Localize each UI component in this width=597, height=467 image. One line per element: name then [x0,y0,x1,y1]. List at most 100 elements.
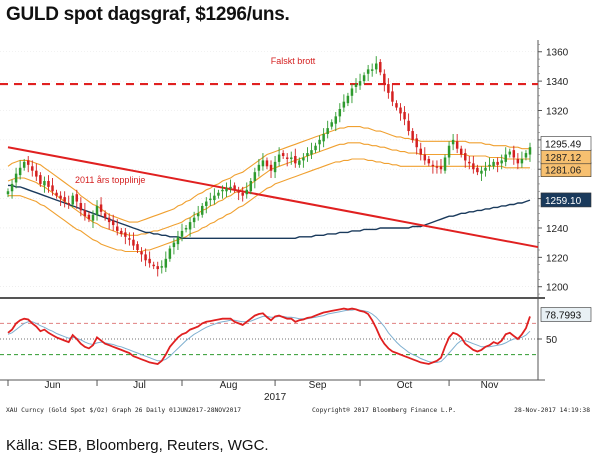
time-axis-ticks: Jun Jul Aug Sep Oct Nov 2017 [7,380,499,403]
candle-body [249,180,253,192]
candle-body [257,164,261,171]
tag-band-upper-text: 1287.12 [545,153,582,164]
candle-body [346,95,350,104]
candle-body [176,236,180,245]
candle-body [213,195,216,201]
candle-body [79,203,83,211]
candle-body [6,191,10,195]
candle-body [269,164,273,171]
candle-body [447,145,451,158]
tag-ma-long-box [540,192,592,208]
trendline-2011 [7,146,539,249]
candle-body [18,167,22,176]
candle-body [322,133,325,142]
candle-body [508,151,512,155]
long-moving-average [8,184,531,240]
candle-body [35,170,38,177]
candle-body [245,189,248,195]
candle-body [419,148,422,155]
candle-body [407,120,410,132]
price-tick-label: 1360 [546,48,569,59]
candle-body [111,220,115,226]
candle-body [140,251,143,255]
time-tick-label: Jul [133,380,146,391]
candle-body [524,153,528,158]
price-tick-label: 1320 [546,106,569,117]
tag-ma-long-text: 1259.10 [545,196,582,207]
candle-body [338,109,342,117]
band-line-mid [7,142,530,236]
candle-body [464,153,467,161]
candle-body [294,156,297,164]
source-note: Källa: SEB, Bloomberg, Reuters, WGC. [6,437,269,454]
tag-last-price-text: 1295.49 [545,139,582,150]
candle-body [144,254,147,261]
candle-body [516,158,520,164]
candle-body [91,214,95,221]
candle-body [180,230,184,237]
candle-body [334,116,338,124]
candle-body [496,161,499,165]
price-tick-label: 1220 [546,253,569,264]
candle-body [318,139,321,145]
candle-body [455,141,459,149]
footer-info-right: 28-Nov-2017 14:19:38 [514,407,590,414]
candle-body [136,244,139,251]
tag-rsi-text: 78.7993 [545,311,582,322]
candle-body [128,238,131,240]
candle-body [512,150,516,158]
rsi-indicator [7,307,531,365]
price-tick-label: 1340 [546,77,569,88]
value-tags: 1281.06 1287.12 1295.49 1259.10 78.7993 [540,136,592,322]
time-tick-label: Oct [397,380,413,391]
candle-body [172,242,176,248]
candle-body [459,148,463,155]
candle-body [427,158,431,164]
candle-body [468,161,471,164]
candle-body [10,183,14,192]
candle-body [290,157,293,159]
envelope-bands [7,126,530,253]
candle-body [423,154,427,161]
tag-band-lower-text: 1281.06 [545,166,582,177]
candle-body [120,230,123,234]
candle-body [383,73,386,85]
candle-body [354,84,358,87]
candle-body [374,63,378,70]
candle-body [237,191,240,193]
price-tick-label: 1200 [546,283,569,294]
candle-body [156,266,159,270]
candle-body [472,163,475,170]
candle-body [26,160,30,165]
candle-body [302,157,305,161]
candle-body [22,161,26,168]
candle-body [443,157,447,171]
ma-long-line [8,184,531,240]
candle-body [379,62,382,73]
candle-body [298,160,301,165]
price-grid [0,51,538,288]
candle-body [387,84,390,93]
annotation-trendline: 2011 års topplinje [75,175,145,185]
candle-body [358,81,362,86]
candle-body [209,198,212,201]
candle-body [217,192,220,196]
candle-body [200,205,204,215]
rsi-line [7,307,531,365]
candle-body [504,154,507,162]
candle-body [528,147,532,155]
candle-body [310,150,313,155]
candle-body [95,205,99,215]
candle-body [116,226,119,231]
candle-body [451,139,455,145]
candle-body [55,192,58,196]
tag-rsi-box [540,307,592,322]
price-tick-label: 1240 [546,224,569,235]
candle-body [221,189,224,192]
rsi-signal-line [7,308,531,363]
candle-body [273,161,277,173]
time-tick-label: Nov [481,380,499,391]
candle-body [314,145,317,151]
candle-body [184,227,188,230]
candle-body [103,213,107,218]
